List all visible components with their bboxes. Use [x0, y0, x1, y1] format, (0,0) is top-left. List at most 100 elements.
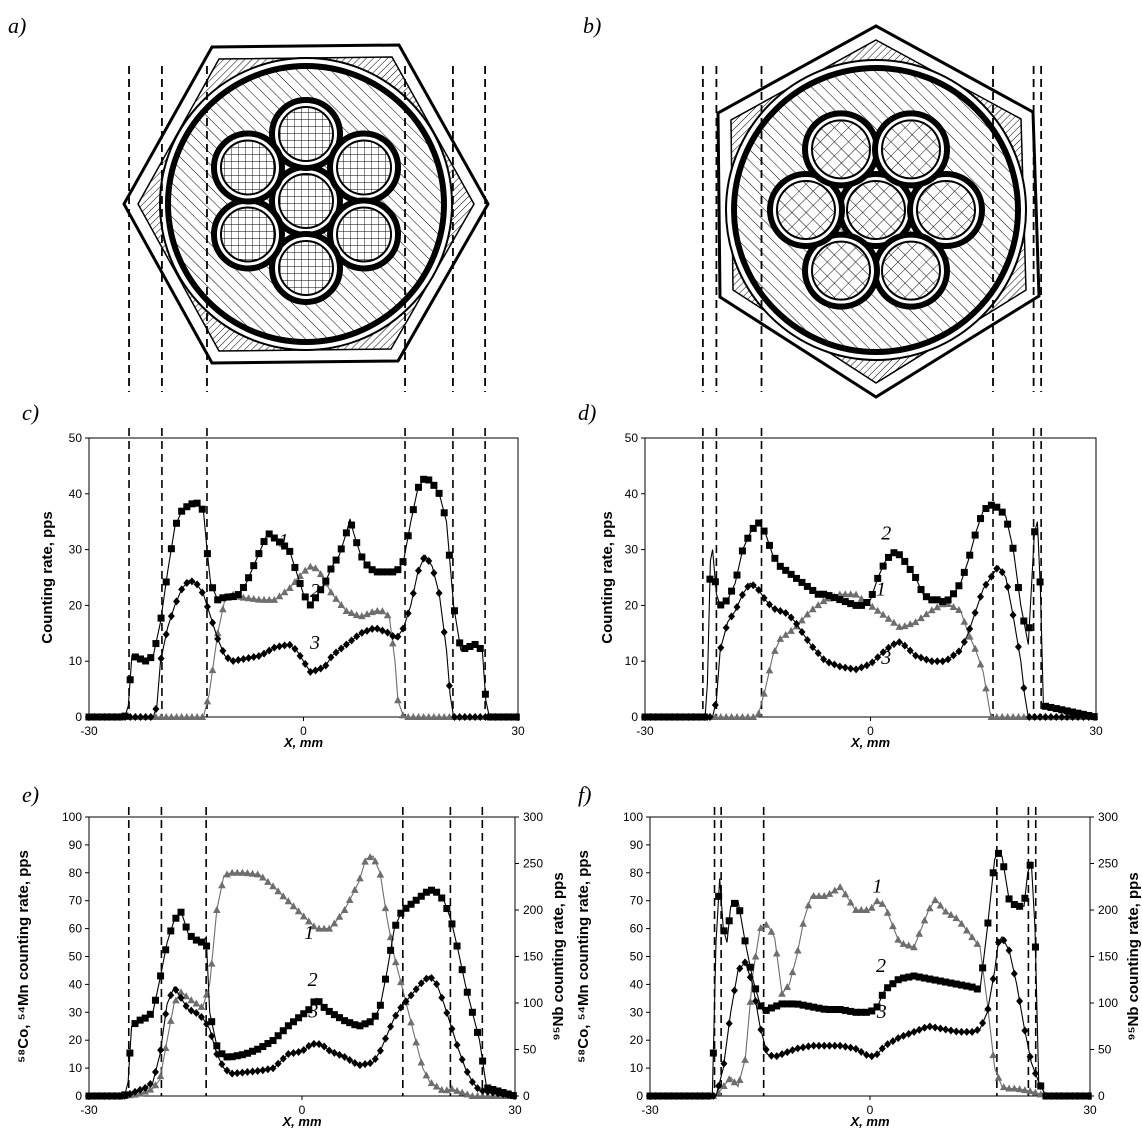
series-line — [650, 852, 1090, 1097]
data-point — [376, 870, 385, 878]
data-point — [982, 684, 990, 692]
data-point — [952, 1027, 960, 1036]
data-point — [994, 938, 1002, 947]
y-tick-label: 50 — [625, 431, 639, 445]
data-point — [873, 897, 881, 905]
data-point — [915, 1025, 923, 1034]
data-point — [315, 998, 323, 1006]
data-point — [994, 1073, 1003, 1081]
data-point — [760, 689, 768, 697]
data-point — [901, 557, 909, 565]
data-point — [275, 642, 283, 651]
data-point — [662, 1092, 670, 1100]
y-axis-title: Counting rate, pps — [39, 511, 56, 644]
data-point — [466, 642, 474, 650]
data-point — [224, 654, 232, 663]
data-point — [862, 1008, 870, 1016]
data-point — [264, 1040, 272, 1048]
y-tick-label: 60 — [69, 922, 83, 936]
data-point — [781, 630, 790, 638]
data-point — [933, 657, 941, 666]
y-tick-label: 10 — [630, 1061, 644, 1075]
data-point — [456, 639, 464, 647]
data-point — [417, 892, 425, 900]
data-point — [392, 1011, 400, 1020]
data-point — [383, 611, 392, 619]
data-point — [926, 975, 934, 983]
data-point — [960, 617, 969, 625]
data-point — [182, 992, 190, 1000]
data-point — [657, 1092, 665, 1100]
data-point — [136, 1016, 144, 1024]
data-point — [836, 1006, 844, 1014]
data-point — [830, 660, 838, 669]
data-point — [765, 600, 773, 609]
data-point — [915, 929, 924, 937]
data-point — [162, 946, 170, 954]
data-point — [868, 1007, 876, 1015]
x-axis-title: X, mm — [850, 735, 890, 750]
data-point — [1020, 683, 1028, 692]
data-point — [1063, 713, 1071, 721]
y-tick-label: 60 — [630, 922, 644, 936]
data-point — [363, 561, 371, 569]
data-point — [250, 562, 258, 570]
data-point — [744, 713, 752, 720]
data-point — [868, 658, 876, 667]
data-point — [1020, 617, 1028, 625]
data-point — [968, 933, 976, 941]
fuel-rod — [210, 197, 285, 272]
fuel-rod — [802, 110, 880, 189]
data-point — [678, 1092, 686, 1100]
y2-tick-label: 300 — [1098, 810, 1118, 824]
data-point — [992, 713, 1001, 720]
data-point — [366, 853, 374, 861]
panel-label-a: a) — [8, 13, 26, 38]
data-point — [852, 906, 860, 913]
y-tick-label: 100 — [62, 810, 82, 824]
data-point — [895, 551, 903, 559]
data-point — [1026, 861, 1034, 869]
fuel-rod — [767, 171, 845, 249]
data-point — [793, 619, 801, 628]
data-point — [668, 713, 676, 721]
data-point — [894, 1034, 902, 1043]
series-line — [650, 886, 1090, 1097]
data-point — [371, 857, 380, 865]
data-point — [976, 660, 985, 668]
data-point — [419, 713, 428, 720]
data-point — [285, 583, 294, 591]
data-point — [259, 1066, 267, 1075]
data-point — [264, 877, 272, 885]
data-point — [399, 711, 407, 719]
data-point — [847, 1043, 855, 1052]
data-point — [1058, 706, 1066, 714]
data-point — [453, 942, 461, 950]
data-point — [322, 577, 330, 585]
data-point — [356, 874, 364, 882]
data-point — [284, 1050, 292, 1059]
data-point — [320, 1042, 328, 1051]
data-point — [233, 1069, 241, 1078]
y-tick-label: 80 — [630, 866, 644, 880]
data-point — [667, 1092, 675, 1100]
data-point — [1037, 1081, 1045, 1090]
data-point — [799, 1043, 807, 1052]
data-point — [368, 624, 376, 633]
data-point — [933, 596, 941, 604]
data-point — [921, 1023, 929, 1032]
y-tick-label: 50 — [630, 950, 644, 964]
data-point — [265, 595, 273, 603]
data-point — [771, 604, 779, 613]
data-point — [228, 1069, 236, 1078]
data-point — [979, 1019, 987, 1028]
data-point — [177, 993, 185, 1002]
y-tick-label: 90 — [69, 838, 83, 852]
data-point — [430, 569, 438, 578]
data-point — [752, 985, 760, 993]
series-1 — [85, 853, 518, 1099]
data-point — [327, 653, 335, 662]
data-point — [203, 942, 211, 950]
data-point — [152, 704, 160, 713]
data-point — [85, 713, 93, 721]
